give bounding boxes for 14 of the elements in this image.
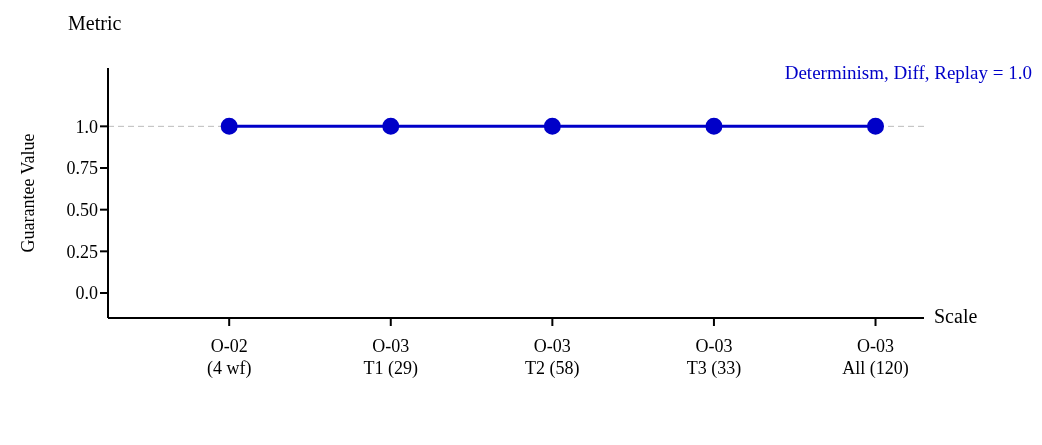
y-tick-label: 0.0 [75,283,98,304]
x-tick-label: O-02 (4 wf) [206,336,252,379]
y-tick-label: 0.25 [66,241,98,262]
annotation: Determinism, Diff, Replay = 1.0 [784,62,1032,84]
x-tick-label: O-03 All (120) [842,336,909,379]
text: Metric [68,12,122,35]
x-tick-label: O-03 T3 (33) [686,336,742,379]
y-axis-title: Guarantee Value [18,133,39,253]
y-tick-label: 0.50 [66,200,98,221]
x-tick-label: O-03 T2 (58) [525,336,580,379]
y-tick-label: 1.0 [75,116,98,137]
x-axis-title: Scale [934,305,978,328]
x-tick-label: O-03 T1 (29) [363,336,419,379]
y-tick-label: 0.75 [66,158,98,179]
